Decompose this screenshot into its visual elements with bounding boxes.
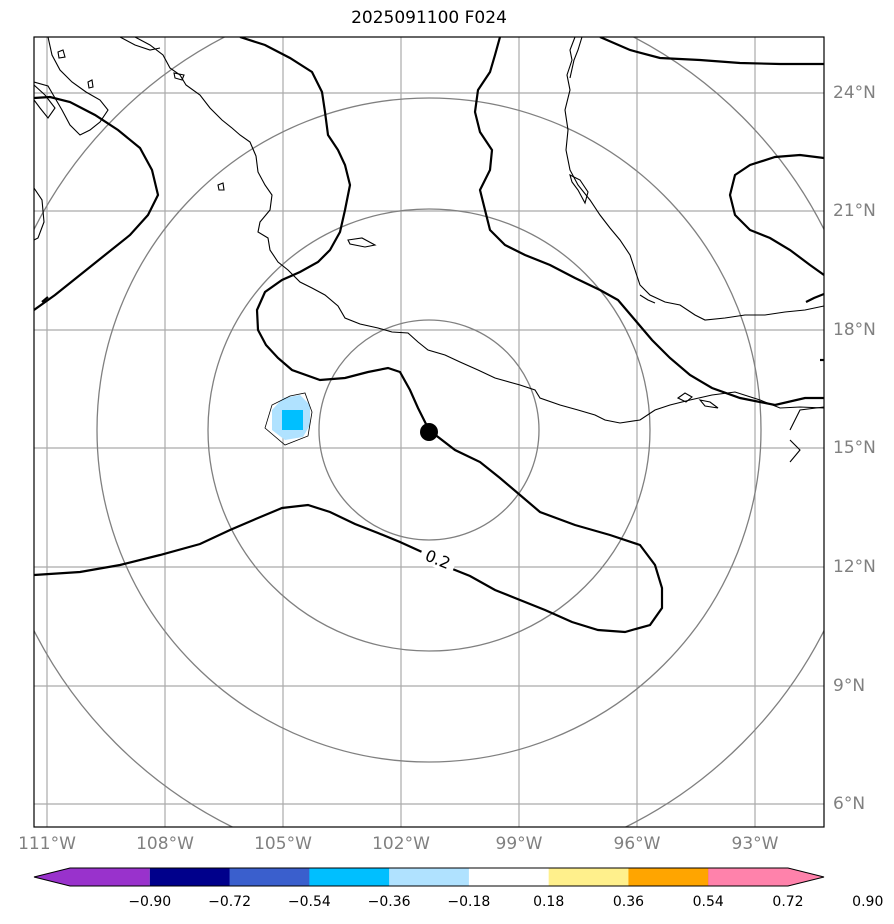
lon-label-93w: 93°W	[731, 834, 779, 854]
lat-label-9n: 9°N	[833, 676, 866, 696]
colorbar-segment-4	[389, 868, 470, 886]
lon-label-111w: 111°W	[18, 834, 76, 854]
lon-label-96w: 96°W	[613, 834, 661, 854]
colorbar-tick-label: 0.90	[852, 894, 884, 910]
colorbar-tick-label: −0.18	[447, 894, 491, 910]
lat-label-12n: 12°N	[833, 557, 876, 577]
coastlines	[34, 37, 824, 463]
colorbar-segment-0	[34, 868, 150, 886]
contour-0-2	[34, 37, 824, 634]
colorbar-tick-label: 0.54	[692, 894, 724, 910]
lon-label-108w: 108°W	[136, 834, 194, 854]
colorbar-segment-5	[468, 868, 550, 886]
lon-label-102w: 102°W	[372, 834, 430, 854]
lon-label-105w: 105°W	[254, 834, 312, 854]
colorbar-segment-2	[229, 868, 310, 886]
colorbar-outline	[33, 867, 825, 887]
lat-label-21n: 21°N	[833, 201, 876, 221]
storm-center-marker	[420, 423, 438, 441]
lon-label-99w: 99°W	[495, 834, 543, 854]
colorbar-tick-label: 0.72	[772, 894, 804, 910]
lat-label-18n: 18°N	[833, 320, 876, 340]
colorbar-tick-label: −0.72	[208, 894, 251, 910]
lat-label-6n: 6°N	[833, 794, 866, 814]
anomaly-outline	[264, 392, 313, 446]
colorbar-segment-1	[149, 868, 231, 886]
map-frame	[33, 36, 825, 828]
colorbar-segment-3	[309, 868, 390, 886]
negative-anomaly-medium	[282, 410, 303, 430]
lat-label-24n: 24°N	[833, 83, 876, 103]
range-rings	[34, 37, 824, 827]
colorbar-tick-label: 0.36	[612, 894, 645, 910]
colorbar-tick-label: −0.36	[367, 894, 411, 910]
colorbar-segment-6	[548, 868, 629, 886]
colorbar-segment-10	[708, 868, 824, 886]
lat-gridlines	[34, 92, 824, 805]
colorbar-tick-label: −0.90	[128, 894, 172, 910]
map-title: 2025091100 F024	[351, 8, 507, 28]
colorbar	[34, 868, 824, 886]
colorbar-segment-7	[628, 868, 709, 886]
lon-gridlines	[46, 37, 756, 827]
lat-label-15n: 15°N	[833, 438, 876, 458]
colorbar-tick-label: 0.18	[533, 894, 565, 910]
colorbar-tick-label: −0.54	[287, 894, 331, 910]
